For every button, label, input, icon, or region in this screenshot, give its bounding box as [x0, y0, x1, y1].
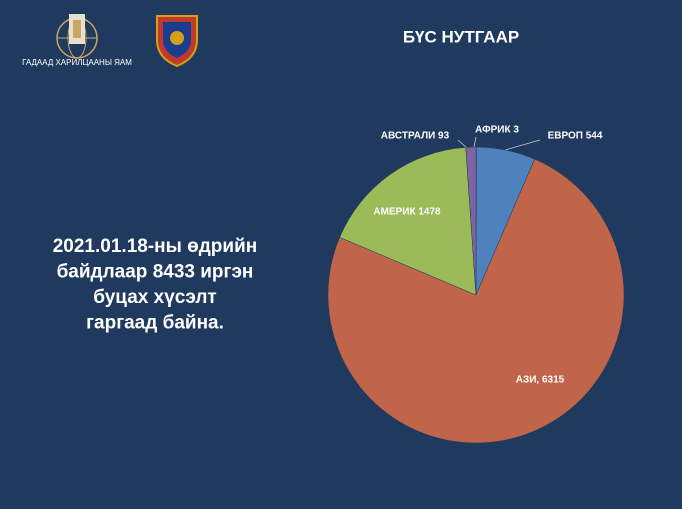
note-line: 2021.01.18-ны өдрийн [53, 236, 258, 257]
note-line: гаргаад байна. [86, 313, 224, 334]
note-line: буцах хүсэлт [93, 287, 216, 308]
ministry-logo [56, 14, 98, 59]
chart-title: БҮС НУТГААР [403, 27, 519, 46]
ministry-name: ГАДААД ХАРИЛЦААНЫ ЯАМ [22, 58, 132, 67]
leader-lines [457, 136, 541, 151]
pie-slice [339, 147, 477, 296]
data-label: ЕВРОП 544 [548, 131, 603, 142]
pie-slice [465, 146, 477, 296]
data-label: АВСТРАЛИ 93 [381, 131, 450, 142]
note-line: байдлаар 8433 иргэн [57, 262, 254, 283]
data-label: АФРИК 3 [475, 125, 519, 136]
data-label: АЗИ, 6315 [516, 375, 565, 386]
data-label: АМЕРИК 1478 [373, 207, 441, 218]
agency-emblem [156, 15, 198, 68]
pie-slice [327, 158, 625, 444]
